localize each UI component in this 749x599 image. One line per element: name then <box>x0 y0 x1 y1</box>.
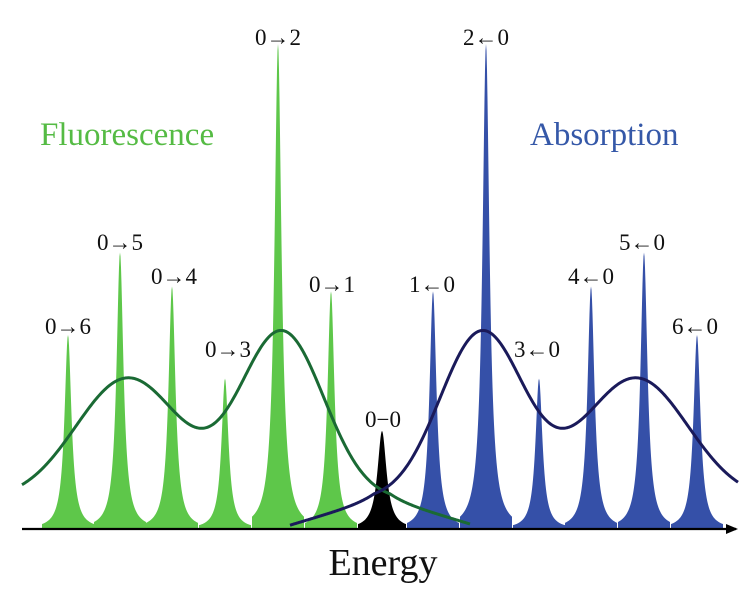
absorption-peak-1 <box>407 291 459 529</box>
fluorescence-peak-1 <box>42 334 94 529</box>
absorption-peak-6 <box>671 334 723 529</box>
absorption-envelope <box>289 328 739 527</box>
peak-labels: 0→6 0→5 0→4 0→3 0→2 0→1 1←0 2←0 3←0 4←05←0 6←0 <box>45 25 718 362</box>
absorption-title: Absorption <box>530 117 679 153</box>
fluorescence-peak-5 <box>252 43 304 529</box>
fluorescence-peak-label-6: 0→1 <box>309 272 355 297</box>
fluorescence-peak-label-5: 0→2 <box>255 25 301 50</box>
fluorescence-peak-label-4: 0→3 <box>205 337 251 362</box>
absorption-peaks <box>407 43 723 529</box>
absorption-peak-label-3: 3←0 <box>514 337 560 362</box>
absorption-peak-label-1: 1←0 <box>409 272 455 297</box>
fluorescence-title: Fluorescence <box>40 117 214 153</box>
absorption-peak-label-6: 6←0 <box>672 314 718 339</box>
absorption-peak-3 <box>513 378 565 529</box>
fluorescence-envelope <box>21 328 471 526</box>
absorption-peak-label-5: 5←0 <box>619 230 665 255</box>
fluorescence-peak-2 <box>94 252 146 529</box>
envelope-curves <box>21 328 739 527</box>
fluorescence-peak-label-1: 0→6 <box>45 314 91 339</box>
fluorescence-peak-label-2: 0→5 <box>97 230 143 255</box>
fluorescence-peak-4 <box>199 378 251 529</box>
absorption-peak-4 <box>565 286 617 529</box>
absorption-peak-2 <box>460 43 512 529</box>
origin-peak-group <box>358 431 406 529</box>
absorption-peak-5 <box>618 252 670 529</box>
x-axis-label: Energy <box>328 542 437 584</box>
origin-peak <box>358 431 406 529</box>
origin-label: 0−0 <box>365 407 401 432</box>
fluorescence-peak-6 <box>305 291 357 529</box>
absorption-peak-label-4: 4←0 <box>568 264 614 289</box>
absorption-peak-label-2: 2←0 <box>463 25 509 50</box>
fluorescence-peak-label-3: 0→4 <box>151 264 198 289</box>
